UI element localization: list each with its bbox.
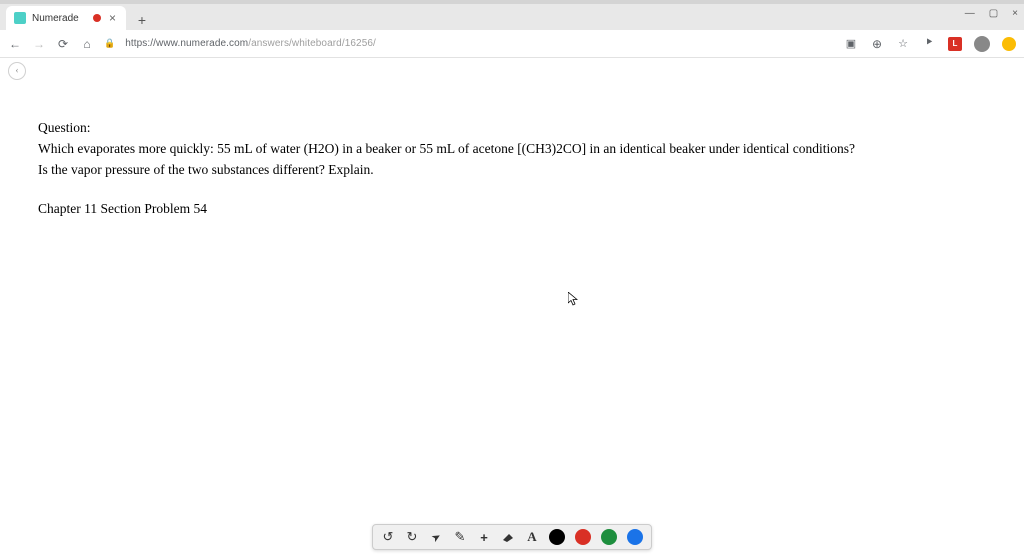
close-window-button[interactable]: × <box>1012 8 1018 19</box>
extension-icon[interactable] <box>1002 37 1016 51</box>
bookmark-icon[interactable]: ☆ <box>896 37 910 51</box>
close-tab-icon[interactable]: × <box>109 11 116 25</box>
window-controls: — ▢ × <box>965 8 1018 19</box>
question-label: Question: <box>38 118 986 139</box>
extension-badge-icon[interactable]: L <box>948 37 962 51</box>
tab-title: Numerade <box>32 13 79 24</box>
page-back-button[interactable]: ‹ <box>8 62 26 80</box>
eraser-tool[interactable] <box>501 530 515 544</box>
maximize-button[interactable]: ▢ <box>989 8 998 19</box>
recording-indicator-icon <box>93 14 101 22</box>
url-path: /answers/whiteboard/16256/ <box>248 38 376 49</box>
whiteboard-toolbar: ↺ ↻ ➤ ✎ + A <box>372 524 652 550</box>
color-blue[interactable] <box>627 529 643 545</box>
back-button[interactable]: ← <box>8 37 22 51</box>
text-tool[interactable]: A <box>525 530 539 544</box>
tab-strip: Numerade × + — ▢ × <box>0 4 1024 30</box>
new-tab-button[interactable]: + <box>132 10 152 30</box>
redo-button[interactable]: ↻ <box>405 530 419 544</box>
share-icon[interactable]: ⯈ <box>922 37 936 51</box>
reload-button[interactable]: ⟳ <box>56 37 70 51</box>
browser-tab[interactable]: Numerade × <box>6 6 126 30</box>
cursor-icon <box>568 292 578 309</box>
tab-favicon <box>14 12 26 24</box>
color-green[interactable] <box>601 529 617 545</box>
page-content: ‹ Question: Which evaporates more quickl… <box>0 58 1024 220</box>
undo-button[interactable]: ↺ <box>381 530 395 544</box>
color-black[interactable] <box>549 529 565 545</box>
question-line-2: Is the vapor pressure of the two substan… <box>38 160 986 181</box>
pointer-tool[interactable]: ➤ <box>426 527 445 546</box>
home-button[interactable]: ⌂ <box>80 37 94 51</box>
address-bar: ← → ⟳ ⌂ 🔒 https://www.numerade.com/answe… <box>0 30 1024 58</box>
chapter-reference: Chapter 11 Section Problem 54 <box>38 199 986 220</box>
lock-icon: 🔒 <box>104 38 115 49</box>
toolbar-right-icons: ▣ ⊕ ☆ ⯈ L <box>844 36 1016 52</box>
profile-avatar[interactable] <box>974 36 990 52</box>
zoom-icon[interactable]: ⊕ <box>870 37 884 51</box>
color-red[interactable] <box>575 529 591 545</box>
question-block: Question: Which evaporates more quickly:… <box>38 118 986 181</box>
forward-button[interactable]: → <box>32 37 46 51</box>
question-line-1: Which evaporates more quickly: 55 mL of … <box>38 139 986 160</box>
move-tool[interactable]: + <box>477 530 491 544</box>
minimize-button[interactable]: — <box>965 8 975 19</box>
url-host: https://www.numerade.com <box>125 38 248 49</box>
camera-icon[interactable]: ▣ <box>844 37 858 51</box>
pencil-tool[interactable]: ✎ <box>453 530 467 544</box>
url-display[interactable]: https://www.numerade.com/answers/whitebo… <box>125 38 834 49</box>
